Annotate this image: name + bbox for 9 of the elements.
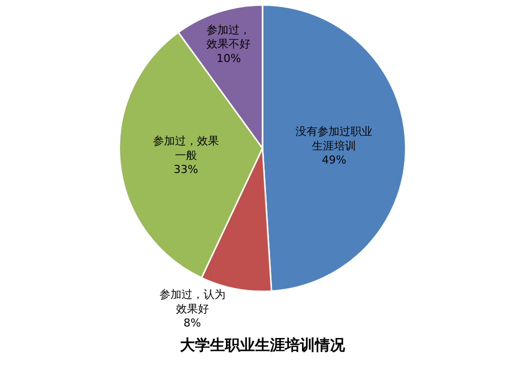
data-label: 10% <box>216 52 241 65</box>
data-label: 8% <box>184 316 201 330</box>
slice-label: 参加过，效果一般 <box>152 134 219 162</box>
slice-label: 参加过，效果不好 <box>206 23 251 51</box>
slice-label: 参加过，认为效果好 <box>159 288 226 316</box>
data-label: 33% <box>174 163 198 176</box>
data-label: 49% <box>322 154 346 167</box>
slice-label: 没有参加过职业生涯培训 <box>296 125 373 152</box>
text: 大学生职业生涯培训情况 <box>180 336 346 354</box>
